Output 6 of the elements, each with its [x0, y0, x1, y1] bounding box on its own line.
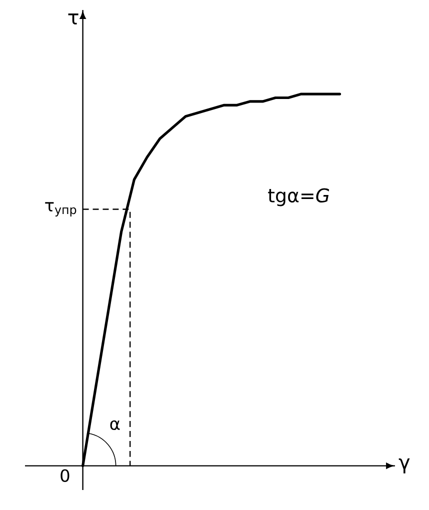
text: 0 — [60, 469, 70, 482]
ref-line-label: τ$_{упр}$ — [45, 202, 76, 216]
y-axis-title: τ — [68, 14, 78, 24]
annotation: tgα=G — [268, 188, 330, 206]
x-axis-title: γ — [398, 458, 410, 474]
annotation: α — [110, 420, 120, 430]
